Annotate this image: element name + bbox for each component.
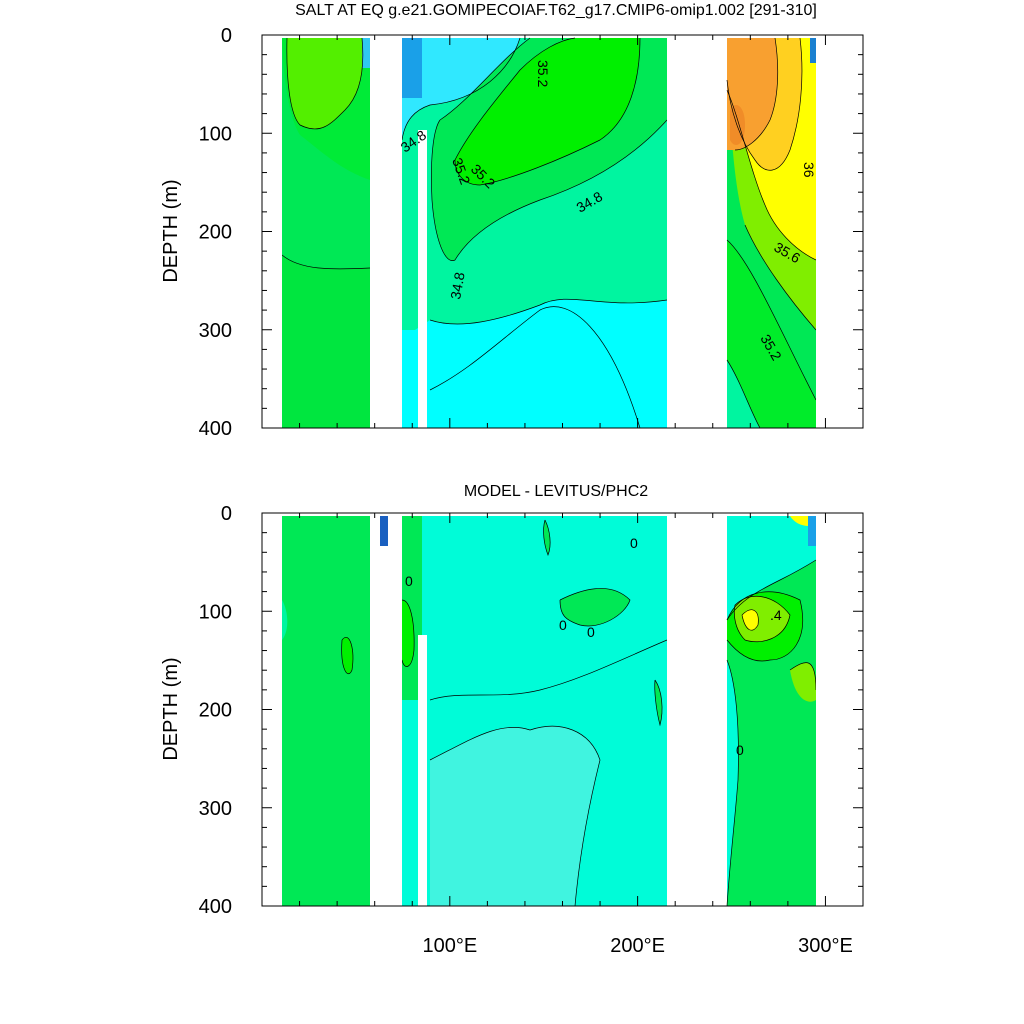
field-east-fresh	[727, 360, 760, 428]
field-central-fresh-upper	[402, 38, 520, 140]
field-west-mid	[282, 38, 370, 180]
diff-central-patch1	[402, 600, 415, 667]
y-ticks: 0 100 200 300 400	[199, 25, 863, 440]
field-west-high	[286, 38, 363, 130]
y-tick-label: 0	[221, 503, 232, 525]
y-tick-label: 0	[221, 25, 232, 47]
diff-east-aqua	[727, 516, 816, 620]
y-tick-label: 100	[199, 123, 232, 145]
contour-lines	[281, 37, 817, 428]
diff-central-patch3	[543, 520, 551, 555]
contour-label: 36	[801, 162, 817, 178]
land-strip-1	[418, 130, 427, 428]
diff-central-patch4	[654, 680, 663, 725]
contour-fill-area	[262, 35, 863, 428]
diff-west-base	[282, 516, 370, 906]
y-axis-label: DEPTH (m)	[160, 179, 182, 282]
contour-label: 0	[559, 617, 567, 633]
land-gap-1	[370, 35, 402, 428]
contour-label: 0	[630, 535, 638, 551]
contour-label: 34.8	[447, 271, 468, 301]
y-tick-label: 400	[199, 418, 232, 440]
land-gap-1	[370, 513, 402, 906]
y-tick-label: 300	[199, 798, 232, 820]
diff-east-lowerleft	[727, 660, 739, 906]
field-central-core	[455, 38, 640, 185]
diff-west-bump	[282, 600, 288, 640]
diff-central-patch2	[560, 588, 630, 626]
contour-label: .4	[770, 607, 782, 623]
diff-east-yg2	[790, 662, 816, 702]
contour-label: 35.2	[535, 60, 551, 87]
field-east-blue	[810, 38, 816, 63]
land-strip-2	[418, 635, 427, 906]
x-ticks	[261, 35, 864, 428]
y-tick-label: 200	[199, 222, 232, 244]
x-tick-label: 200°E	[610, 935, 665, 957]
land-gap-2	[667, 513, 723, 906]
panel-title: SALT AT EQ g.e21.GOMIPECOIAF.T62_g17.CMI…	[295, 2, 817, 19]
y-tick-label: 200	[199, 700, 232, 722]
panel-title: MODEL - LEVITUS/PHC2	[464, 483, 648, 500]
diff-central-light	[430, 726, 600, 906]
contour-label: 0	[405, 573, 413, 589]
y-axis-label: DEPTH (m)	[160, 657, 182, 760]
panel-difference: MODEL - LEVITUS/PHC2	[160, 483, 864, 957]
x-tick-label: 100°E	[422, 935, 477, 957]
contour-fill-area	[262, 513, 863, 906]
y-ticks: 0 100 200 300 400	[199, 503, 863, 918]
x-ticks: 100°E 200°E 300°E	[261, 513, 864, 957]
panel-salinity: SALT AT EQ g.e21.GOMIPECOIAF.T62_g17.CMI…	[160, 2, 864, 440]
x-tick-label: 300°E	[798, 935, 853, 957]
y-tick-label: 100	[199, 601, 232, 623]
field-east-deepgreen	[727, 240, 816, 428]
diff-east-yellow	[742, 609, 759, 631]
field-west-edge	[362, 38, 370, 68]
field-central-blue	[402, 38, 422, 98]
contour-lines	[341, 519, 817, 906]
field-west-deep	[282, 255, 370, 428]
y-tick-label: 300	[199, 320, 232, 342]
diff-east-yg	[734, 596, 790, 642]
diff-east-blue	[808, 516, 816, 546]
land-gap-2	[667, 35, 723, 428]
field-central-deep-fresh	[430, 306, 640, 428]
contour-label: 0	[587, 624, 595, 640]
contour-labels: 0 0 0 0 .4 0	[405, 535, 782, 758]
contour-label: 0	[736, 742, 744, 758]
y-tick-label: 400	[199, 896, 232, 918]
diff-west-small	[341, 637, 353, 674]
diff-blue-cell	[380, 516, 388, 546]
